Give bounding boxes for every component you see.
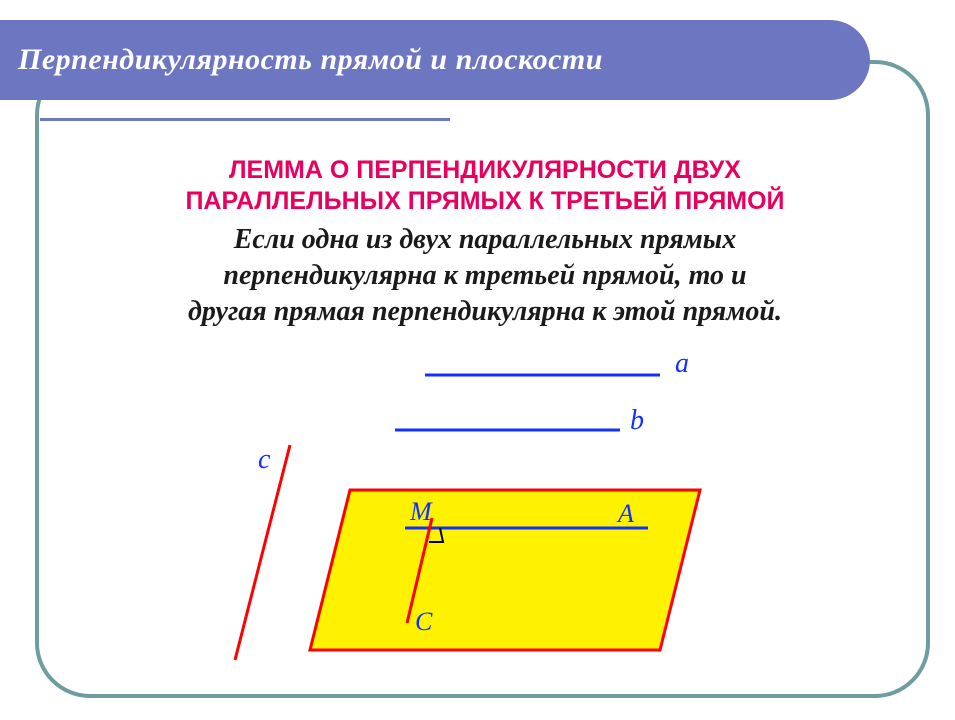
title-banner: Перпендикулярность прямой и плоскости [0, 20, 870, 100]
plane-shape [310, 490, 700, 650]
label-m: M [409, 497, 433, 526]
lemma-title-line2: ПАРАЛЛЕЛЬНЫХ ПРЯМЫХ К ТРЕТЬЕЙ ПРЯМОЙ [185, 187, 784, 215]
lemma-heading: ЛЕММА О ПЕРПЕНДИКУЛЯРНОСТИ ДВУХ ПАРАЛЛЕЛ… [60, 155, 910, 218]
lemma-body-line3: другая прямая перпендикулярна к этой пря… [188, 296, 782, 327]
label-c-point: C [415, 607, 433, 636]
lemma-text: Если одна из двух параллельных прямых пе… [60, 222, 910, 331]
lemma-title-line1: ЛЕММА О ПЕРПЕНДИКУЛЯРНОСТИ ДВУХ [229, 156, 741, 184]
lemma-body-line2: перпендикулярна к третьей прямой, то и [223, 260, 746, 291]
label-c: c [258, 444, 271, 475]
line-c-outer [235, 445, 290, 660]
lemma-body-line1: Если одна из двух параллельных прямых [234, 224, 736, 255]
geometry-diagram: a b c M A C [230, 350, 750, 670]
content-area: ЛЕММА О ПЕРПЕНДИКУЛЯРНОСТИ ДВУХ ПАРАЛЛЕЛ… [60, 155, 910, 331]
banner-divider [40, 116, 450, 121]
label-a: a [675, 350, 689, 379]
label-b: b [630, 405, 644, 436]
label-a-point: A [616, 499, 634, 528]
slide-title: Перпендикулярность прямой и плоскости [18, 43, 603, 77]
